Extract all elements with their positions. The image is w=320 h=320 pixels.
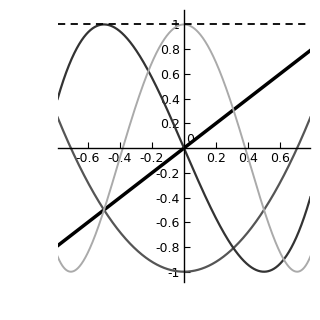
Text: 0: 0: [186, 133, 194, 146]
